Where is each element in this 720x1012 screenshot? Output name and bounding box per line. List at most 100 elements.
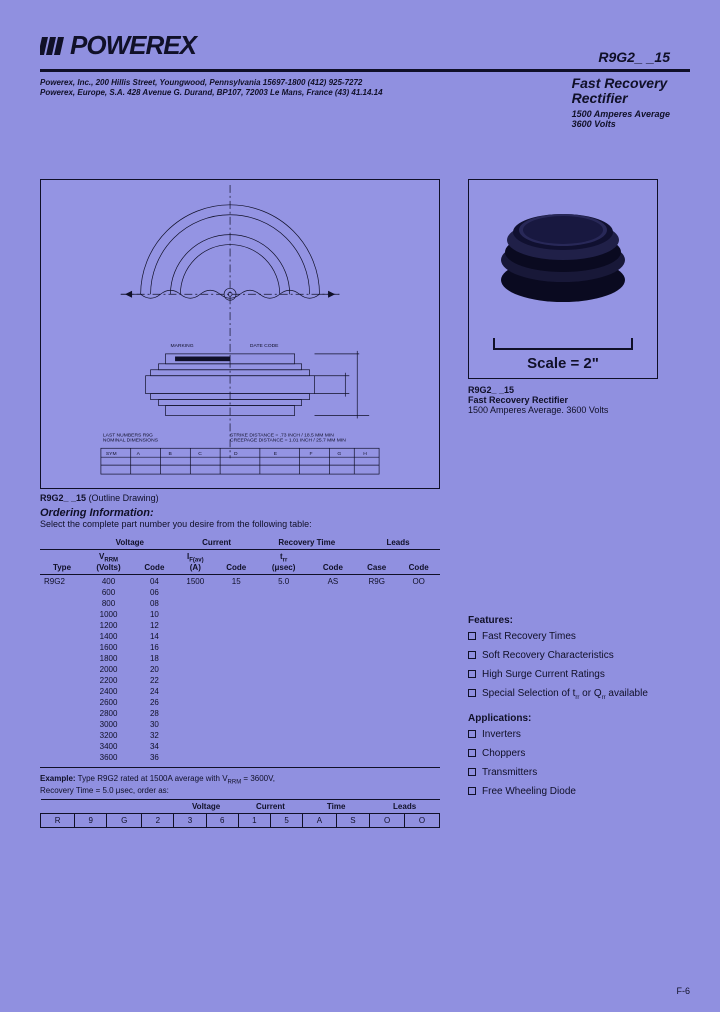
example-block: Example: Type R9G2 rated at 1500A averag…	[40, 774, 440, 795]
checkbox-icon	[468, 730, 476, 738]
table-cell: 1500	[176, 575, 215, 588]
outline-drawing-box: SYMABCDEFGH LAST NUMBERS R9G NOMINAL DIM…	[40, 179, 440, 489]
svg-text:B: B	[168, 451, 172, 457]
table-cell	[310, 697, 356, 708]
table-cell	[356, 598, 397, 609]
table-cell	[397, 686, 440, 697]
table-cell	[176, 653, 215, 664]
table-cell: 36	[133, 752, 176, 763]
table-cell	[258, 653, 310, 664]
table-cell: R9G	[356, 575, 397, 588]
table-cell: 5	[270, 813, 302, 827]
table-cell	[215, 653, 258, 664]
checkbox-icon	[468, 787, 476, 795]
table-cell	[215, 620, 258, 631]
drawing-caption: R9G2_ _15 (Outline Drawing)	[40, 493, 440, 503]
ex-hdr-time: Time	[303, 799, 370, 813]
table-cell	[310, 741, 356, 752]
table-cell	[397, 730, 440, 741]
list-item-text: Soft Recovery Characteristics	[482, 649, 614, 662]
photo-caption: R9G2_ _15 Fast Recovery Rectifier 1500 A…	[468, 385, 690, 415]
table-cell: 08	[133, 598, 176, 609]
table-cell	[258, 686, 310, 697]
table-cell	[176, 730, 215, 741]
table-cell	[40, 620, 84, 631]
table-cell: 18	[133, 653, 176, 664]
checkbox-icon	[468, 670, 476, 678]
product-title-1: Fast Recovery	[572, 76, 670, 91]
svg-text:E: E	[274, 451, 278, 457]
table-cell: 12	[133, 620, 176, 631]
table-cell: 6	[206, 813, 238, 827]
svg-text:H: H	[363, 451, 367, 457]
drawing-caption-suffix: (Outline Drawing)	[89, 493, 159, 503]
table-cell	[40, 631, 84, 642]
divider-thick	[40, 69, 690, 72]
table-cell	[176, 609, 215, 620]
ex-hdr-voltage: Voltage	[174, 799, 238, 813]
table-cell: 04	[133, 575, 176, 588]
list-item-text: Free Wheeling Diode	[482, 785, 576, 798]
ordering-table: Voltage Current Recovery Time Leads Type…	[40, 537, 440, 764]
table-cell	[215, 675, 258, 686]
ordering-instruction: Select the complete part number you desi…	[40, 519, 440, 529]
table-cell: 3200	[84, 730, 133, 741]
table-cell	[397, 752, 440, 763]
table-cell	[258, 642, 310, 653]
list-item: Soft Recovery Characteristics	[468, 649, 690, 662]
example-label: Example:	[40, 774, 76, 783]
group-voltage: Voltage	[84, 537, 176, 550]
table-cell: 2400	[84, 686, 133, 697]
table-cell	[258, 708, 310, 719]
table-cell	[40, 697, 84, 708]
group-leads: Leads	[356, 537, 440, 550]
company-line-1: Powerex, Inc., 200 Hillis Street, Youngw…	[40, 78, 383, 88]
table-cell	[310, 609, 356, 620]
company-line-2: Powerex, Europe, S.A. 428 Avenue G. Dura…	[40, 88, 383, 98]
table-cell	[310, 752, 356, 763]
table-cell: R	[41, 813, 75, 827]
table-cell	[215, 609, 258, 620]
table-cell	[397, 631, 440, 642]
table-cell	[310, 587, 356, 598]
table-cell: 1200	[84, 620, 133, 631]
table-cell: 5.0	[258, 575, 310, 588]
svg-text:SYM: SYM	[106, 451, 117, 457]
table-cell	[215, 719, 258, 730]
drawing-caption-code: R9G2_ _15	[40, 493, 86, 503]
list-item-text: Fast Recovery Times	[482, 630, 576, 643]
table-cell	[397, 675, 440, 686]
hdr-type: Type	[40, 549, 84, 575]
table-cell	[40, 587, 84, 598]
table-cell: 3400	[84, 741, 133, 752]
table-cell: 14	[133, 631, 176, 642]
table-cell: 1	[238, 813, 270, 827]
table-cell	[397, 708, 440, 719]
list-item: Choppers	[468, 747, 690, 760]
table-cell	[176, 631, 215, 642]
page-number: F-6	[677, 986, 691, 996]
example-text: Type R9G2 rated at 1500A average with VR…	[78, 774, 275, 783]
table-cell	[176, 719, 215, 730]
table-cell	[397, 609, 440, 620]
svg-text:C: C	[198, 451, 202, 457]
table-cell: A	[303, 813, 337, 827]
part-number-header: R9G2_ _15	[598, 49, 670, 65]
table-cell: 24	[133, 686, 176, 697]
table-cell	[176, 686, 215, 697]
table-cell	[310, 653, 356, 664]
checkbox-icon	[468, 689, 476, 697]
table-cell	[258, 719, 310, 730]
table-cell	[40, 719, 84, 730]
table-cell	[310, 730, 356, 741]
table-cell	[310, 642, 356, 653]
table-cell	[40, 730, 84, 741]
hdr-code3: Code	[310, 549, 356, 575]
table-cell	[397, 620, 440, 631]
table-cell	[356, 631, 397, 642]
table-cell	[176, 587, 215, 598]
table-cell	[176, 741, 215, 752]
table-cell	[310, 664, 356, 675]
applications-list: InvertersChoppersTransmittersFree Wheeli…	[468, 728, 690, 798]
group-current: Current	[176, 537, 258, 550]
